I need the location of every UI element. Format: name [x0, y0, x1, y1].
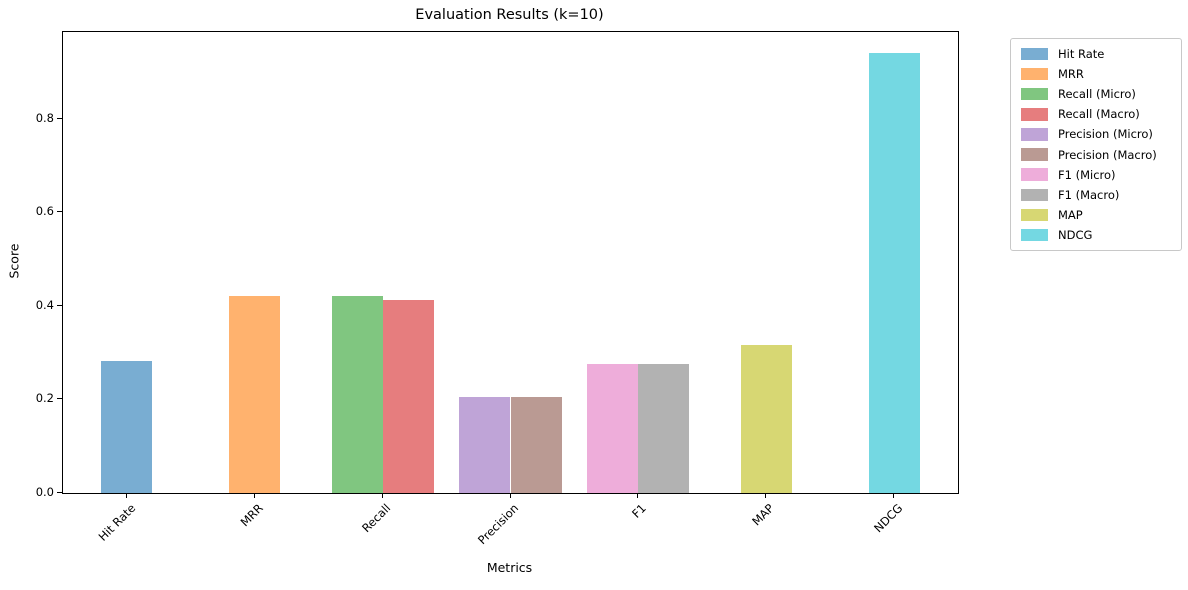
x-axis-label: Metrics: [486, 560, 533, 575]
x-tick-label-map: MAP: [749, 501, 778, 529]
legend-item: MAP: [1021, 208, 1171, 222]
legend-label: NDCG: [1058, 227, 1093, 242]
legend-item: Precision (Macro): [1021, 148, 1171, 162]
legend-item: Precision (Micro): [1021, 127, 1171, 141]
x-tick-label-ndcg: NDCG: [870, 501, 905, 536]
legend-swatch: [1021, 228, 1048, 242]
legend-swatch: [1021, 108, 1048, 121]
y-axis-label: Score: [6, 243, 22, 279]
legend-item: Hit Rate: [1021, 47, 1171, 61]
x-tick-mark: [637, 493, 639, 498]
bar-recall-macro: [382, 300, 434, 493]
bar-f1-macro: [638, 364, 690, 493]
legend: Hit Rate MRR Recall (Micro) Recall (Macro) P…: [1010, 38, 1182, 251]
x-tick-label-recall: Recall: [359, 501, 394, 536]
y-tick-mark: [57, 398, 62, 400]
legend-label: Recall (Micro): [1058, 87, 1136, 102]
y-tick-mark: [57, 211, 62, 213]
bar-ndcg: [868, 53, 920, 493]
chart-title: Evaluation Results (k=10): [415, 7, 604, 23]
bar-precision-micro: [459, 396, 511, 493]
x-tick-label-f1: F1: [629, 501, 650, 521]
y-tick-label: 0.2: [35, 391, 54, 406]
legend-item: NDCG: [1021, 228, 1171, 242]
legend-swatch: [1021, 128, 1048, 141]
x-tick-mark: [253, 493, 255, 498]
legend-label: F1 (Micro): [1058, 167, 1116, 182]
bar-map: [740, 344, 792, 493]
legend-swatch: [1021, 148, 1048, 161]
legend-item: Recall (Macro): [1021, 107, 1171, 121]
y-tick-label: 0.4: [35, 297, 54, 312]
x-tick-label-hit-rate: Hit Rate: [95, 501, 138, 544]
y-tick-mark: [57, 117, 62, 119]
bar-precision-macro: [510, 397, 562, 493]
bar-hit-rate: [101, 360, 153, 493]
bar-recall-micro: [331, 295, 383, 493]
legend-label: Precision (Macro): [1058, 147, 1157, 162]
bar-mrr: [229, 296, 281, 493]
y-tick-label: 0.6: [35, 204, 54, 219]
legend-label: Hit Rate: [1058, 47, 1105, 61]
y-tick-label: 0.8: [35, 110, 54, 125]
x-tick-mark: [125, 493, 127, 498]
legend-item: F1 (Macro): [1021, 188, 1171, 202]
x-tick-label-mrr: MRR: [237, 501, 266, 530]
legend-swatch: [1021, 87, 1048, 101]
legend-label: MRR: [1058, 67, 1084, 82]
legend-label: Precision (Micro): [1058, 127, 1153, 142]
legend-swatch: [1021, 168, 1048, 181]
x-tick-mark: [381, 493, 383, 498]
legend-item: Recall (Micro): [1021, 87, 1171, 101]
legend-label: MAP: [1058, 207, 1083, 222]
y-tick-label: 0.0: [35, 485, 54, 499]
bar-f1-micro: [587, 364, 639, 493]
x-tick-mark: [893, 493, 895, 498]
y-tick-mark: [57, 304, 62, 306]
legend-label: F1 (Macro): [1058, 187, 1120, 202]
y-tick-mark: [57, 492, 62, 493]
plot-area: [62, 31, 959, 494]
x-tick-mark: [509, 493, 511, 498]
legend-swatch: [1021, 67, 1048, 81]
legend-item: MRR: [1021, 67, 1171, 81]
legend-swatch: [1021, 47, 1048, 61]
legend-label: Recall (Macro): [1058, 107, 1140, 122]
x-tick-label-precision: Precision: [475, 501, 522, 548]
legend-swatch: [1021, 208, 1048, 222]
legend-item: F1 (Micro): [1021, 168, 1171, 182]
x-tick-mark: [765, 493, 767, 498]
legend-swatch: [1021, 188, 1048, 202]
